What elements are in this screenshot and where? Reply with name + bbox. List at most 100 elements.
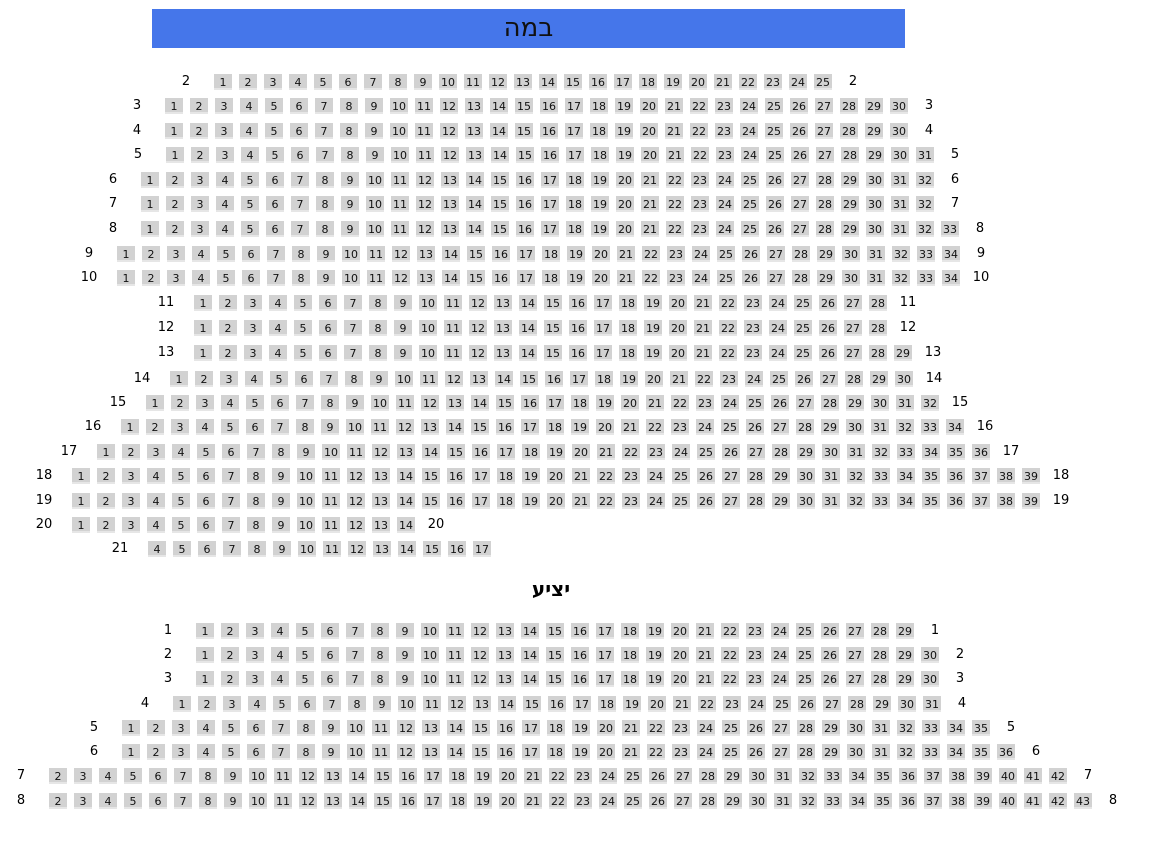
- seat[interactable]: 24: [697, 720, 715, 736]
- seat[interactable]: 12: [440, 123, 458, 139]
- seat[interactable]: 7: [296, 395, 314, 411]
- seat[interactable]: 24: [771, 623, 789, 639]
- seat[interactable]: 25: [721, 419, 739, 435]
- seat[interactable]: 28: [841, 147, 859, 163]
- seat[interactable]: 10: [419, 320, 437, 336]
- seat[interactable]: 13: [446, 395, 464, 411]
- seat[interactable]: 28: [848, 696, 866, 712]
- seat[interactable]: 4: [240, 123, 258, 139]
- seat[interactable]: 8: [348, 696, 366, 712]
- seat[interactable]: 1: [97, 444, 115, 460]
- seat[interactable]: 3: [74, 768, 92, 784]
- seat[interactable]: 28: [792, 270, 810, 286]
- seat[interactable]: 29: [841, 221, 859, 237]
- seat[interactable]: 25: [794, 295, 812, 311]
- seat[interactable]: 17: [517, 270, 535, 286]
- seat[interactable]: 4: [216, 196, 234, 212]
- seat[interactable]: 18: [590, 123, 608, 139]
- seat[interactable]: 24: [740, 123, 758, 139]
- seat[interactable]: 26: [766, 196, 784, 212]
- seat[interactable]: 25: [741, 196, 759, 212]
- seat[interactable]: 7: [364, 74, 382, 90]
- seat[interactable]: 7: [323, 696, 341, 712]
- seat[interactable]: 6: [298, 696, 316, 712]
- seat[interactable]: 31: [891, 196, 909, 212]
- seat[interactable]: 35: [922, 468, 940, 484]
- seat[interactable]: 29: [821, 419, 839, 435]
- seat[interactable]: 7: [344, 295, 362, 311]
- seat[interactable]: 15: [467, 270, 485, 286]
- seat[interactable]: 16: [548, 696, 566, 712]
- seat[interactable]: 25: [672, 468, 690, 484]
- seat[interactable]: 2: [219, 295, 237, 311]
- seat[interactable]: 9: [394, 320, 412, 336]
- seat[interactable]: 17: [570, 371, 588, 387]
- seat[interactable]: 11: [396, 395, 414, 411]
- seat[interactable]: 25: [770, 371, 788, 387]
- seat[interactable]: 9: [394, 295, 412, 311]
- seat[interactable]: 11: [446, 671, 464, 687]
- seat[interactable]: 19: [615, 123, 633, 139]
- seat[interactable]: 27: [767, 270, 785, 286]
- seat[interactable]: 7: [291, 172, 309, 188]
- seat[interactable]: 6: [290, 123, 308, 139]
- seat[interactable]: 26: [742, 270, 760, 286]
- seat[interactable]: 25: [717, 246, 735, 262]
- seat[interactable]: 22: [549, 768, 567, 784]
- seat[interactable]: 21: [572, 493, 590, 509]
- seat[interactable]: 18: [571, 395, 589, 411]
- seat[interactable]: 6: [247, 744, 265, 760]
- seat[interactable]: 23: [574, 793, 592, 809]
- seat[interactable]: 25: [765, 123, 783, 139]
- seat[interactable]: 28: [797, 720, 815, 736]
- seat[interactable]: 36: [899, 793, 917, 809]
- seat[interactable]: 5: [217, 246, 235, 262]
- seat[interactable]: 15: [472, 744, 490, 760]
- seat[interactable]: 8: [369, 345, 387, 361]
- seat[interactable]: 30: [797, 468, 815, 484]
- seat[interactable]: 22: [647, 720, 665, 736]
- seat[interactable]: 22: [646, 419, 664, 435]
- seat[interactable]: 20: [547, 468, 565, 484]
- seat[interactable]: 21: [572, 468, 590, 484]
- seat[interactable]: 7: [346, 623, 364, 639]
- seat[interactable]: 10: [297, 468, 315, 484]
- seat[interactable]: 38: [949, 768, 967, 784]
- seat[interactable]: 11: [464, 74, 482, 90]
- seat[interactable]: 4: [289, 74, 307, 90]
- seat[interactable]: 9: [346, 395, 364, 411]
- seat[interactable]: 18: [542, 270, 560, 286]
- seat[interactable]: 29: [865, 98, 883, 114]
- seat[interactable]: 17: [566, 147, 584, 163]
- seat[interactable]: 19: [547, 444, 565, 460]
- seat[interactable]: 23: [691, 221, 709, 237]
- seat[interactable]: 22: [721, 671, 739, 687]
- seat[interactable]: 5: [172, 468, 190, 484]
- seat[interactable]: 20: [592, 270, 610, 286]
- seat[interactable]: 3: [122, 493, 140, 509]
- seat[interactable]: 25: [765, 98, 783, 114]
- seat[interactable]: 13: [494, 345, 512, 361]
- seat[interactable]: 25: [773, 696, 791, 712]
- seat[interactable]: 31: [891, 221, 909, 237]
- seat[interactable]: 1: [194, 295, 212, 311]
- seat[interactable]: 20: [669, 345, 687, 361]
- seat[interactable]: 23: [667, 270, 685, 286]
- seat[interactable]: 32: [799, 793, 817, 809]
- seat[interactable]: 32: [872, 444, 890, 460]
- seat[interactable]: 5: [294, 295, 312, 311]
- seat[interactable]: 12: [347, 517, 365, 533]
- seat[interactable]: 18: [566, 196, 584, 212]
- seat[interactable]: 4: [172, 444, 190, 460]
- seat[interactable]: 22: [719, 320, 737, 336]
- seat[interactable]: 24: [716, 172, 734, 188]
- seat[interactable]: 30: [749, 768, 767, 784]
- seat[interactable]: 25: [624, 768, 642, 784]
- seat[interactable]: 12: [471, 671, 489, 687]
- seat[interactable]: 14: [521, 671, 539, 687]
- seat[interactable]: 27: [771, 419, 789, 435]
- seat[interactable]: 10: [419, 345, 437, 361]
- seat[interactable]: 41: [1024, 768, 1042, 784]
- seat[interactable]: 14: [397, 493, 415, 509]
- seat[interactable]: 18: [595, 371, 613, 387]
